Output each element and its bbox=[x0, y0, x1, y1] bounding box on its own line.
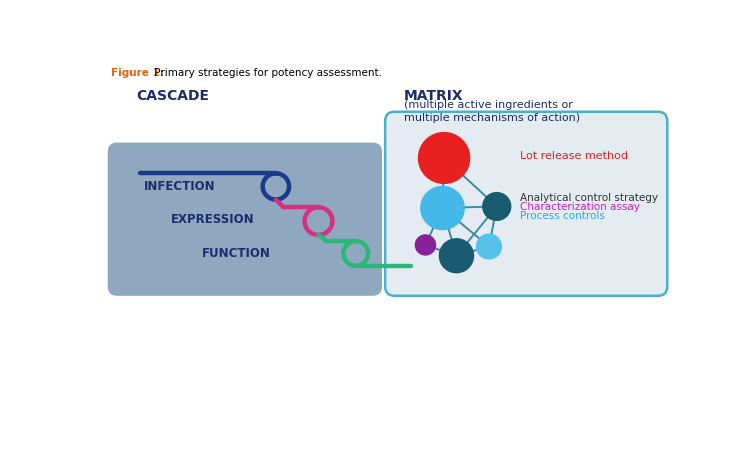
Text: Primary strategies for potency assessment.: Primary strategies for potency assessmen… bbox=[151, 68, 382, 78]
Circle shape bbox=[440, 239, 473, 273]
Text: Process controls: Process controls bbox=[520, 212, 605, 221]
Text: MATRIX: MATRIX bbox=[404, 89, 464, 103]
FancyBboxPatch shape bbox=[108, 143, 382, 296]
Text: (multiple active ingredients or
multiple mechanisms of action): (multiple active ingredients or multiple… bbox=[404, 100, 580, 123]
Text: FUNCTION: FUNCTION bbox=[202, 247, 272, 260]
Text: Characterization assay: Characterization assay bbox=[520, 202, 640, 212]
Text: Analytical control strategy: Analytical control strategy bbox=[520, 193, 658, 203]
Text: Figure 1:: Figure 1: bbox=[111, 68, 164, 78]
Circle shape bbox=[483, 193, 511, 220]
Text: Lot release method: Lot release method bbox=[520, 151, 628, 161]
Circle shape bbox=[416, 235, 436, 255]
Circle shape bbox=[476, 234, 502, 259]
Text: CASCADE: CASCADE bbox=[136, 89, 209, 103]
Circle shape bbox=[419, 133, 470, 183]
Text: EXPRESSION: EXPRESSION bbox=[171, 213, 255, 226]
Text: INFECTION: INFECTION bbox=[144, 180, 216, 193]
FancyBboxPatch shape bbox=[386, 112, 668, 296]
Circle shape bbox=[421, 186, 464, 230]
